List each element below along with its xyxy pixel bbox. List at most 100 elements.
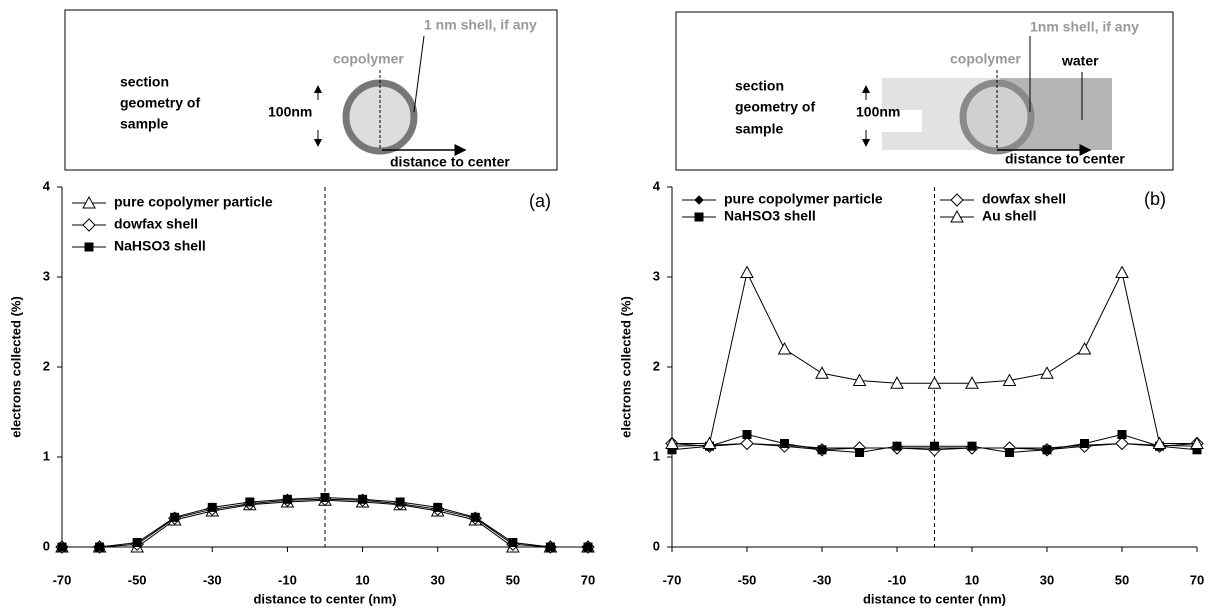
marker	[282, 494, 292, 504]
legend-label: pure copolymer particle	[724, 191, 883, 207]
marker	[967, 441, 977, 451]
marker	[358, 494, 368, 504]
y-tick-label: 0	[43, 538, 50, 553]
marker	[890, 376, 904, 389]
marker	[320, 493, 330, 502]
marker	[1115, 436, 1129, 451]
x-tick-label: 50	[506, 572, 520, 587]
y-axis-title: electrons collected (%)	[618, 296, 633, 438]
marker	[1077, 341, 1092, 355]
marker	[1040, 366, 1054, 379]
marker	[1190, 436, 1204, 449]
marker	[777, 341, 792, 355]
marker	[433, 502, 443, 512]
marker	[1080, 439, 1089, 448]
geometry-label: section	[120, 74, 169, 90]
axis-label: distance to center	[390, 154, 510, 170]
marker	[702, 436, 717, 449]
x-tick-label: -50	[738, 572, 757, 587]
y-tick-label: 4	[43, 178, 51, 193]
panel-label: (a)	[529, 191, 551, 211]
x-tick-label: 10	[355, 572, 369, 587]
marker	[84, 242, 94, 252]
marker	[95, 542, 105, 552]
shell-label: 1 nm shell, if any	[424, 17, 537, 33]
marker	[1005, 448, 1014, 457]
marker	[470, 512, 480, 522]
marker	[1152, 436, 1167, 449]
marker	[852, 373, 867, 386]
x-tick-label: 70	[581, 572, 595, 587]
x-tick-label: -10	[888, 572, 907, 587]
y-tick-label: 3	[43, 268, 50, 283]
medium-label: water	[1061, 53, 1099, 69]
y-tick-label: 4	[653, 178, 661, 193]
marker	[742, 430, 752, 439]
y-tick-label: 1	[43, 448, 50, 463]
y-tick-label: 1	[653, 448, 660, 463]
y-tick-label: 2	[43, 358, 50, 373]
marker	[965, 376, 979, 389]
x-axis-title: distance to center (nm)	[863, 591, 1006, 606]
y-tick-label: 2	[653, 358, 660, 373]
x-tick-label: -70	[663, 572, 682, 587]
marker	[950, 209, 964, 223]
marker	[82, 195, 96, 209]
marker	[740, 436, 754, 451]
marker	[583, 542, 593, 552]
core-label: copolymer	[333, 51, 404, 67]
marker	[395, 497, 405, 507]
legend-label: NaHSO3 shell	[724, 208, 816, 224]
x-tick-label: 50	[1115, 572, 1129, 587]
x-tick-label: -10	[278, 572, 297, 587]
axis-label: distance to center	[1005, 151, 1125, 167]
core-label: copolymer	[950, 51, 1021, 67]
geometry-label: sample	[735, 121, 783, 137]
marker	[1115, 265, 1129, 278]
marker	[892, 441, 902, 451]
geometry-label: geometry of	[120, 95, 200, 111]
x-tick-label: -30	[813, 572, 832, 587]
marker	[245, 497, 255, 507]
legend-label: Au shell	[982, 208, 1036, 224]
marker	[927, 376, 942, 389]
marker	[545, 542, 555, 552]
marker	[1117, 430, 1127, 439]
x-tick-label: 70	[1190, 572, 1204, 587]
y-tick-label: 0	[653, 538, 660, 553]
marker	[694, 195, 704, 205]
marker	[780, 439, 789, 448]
geometry-label: geometry of	[735, 99, 815, 115]
marker	[82, 218, 96, 232]
marker	[694, 212, 704, 222]
size-label: 100nm	[268, 104, 312, 120]
x-tick-label: 30	[430, 572, 444, 587]
legend-label: pure copolymer particle	[114, 194, 273, 210]
marker	[170, 512, 180, 522]
diagram-b: 1nm shell, if any copolymer water sectio…	[675, 11, 1174, 171]
marker	[950, 193, 964, 207]
x-axis-title: distance to center (nm)	[253, 591, 396, 606]
marker	[1042, 445, 1052, 455]
x-tick-label: -70	[53, 572, 72, 587]
geometry-label: sample	[120, 116, 168, 132]
x-tick-label: -50	[128, 572, 147, 587]
size-label: 100nm	[856, 104, 900, 120]
marker	[740, 265, 754, 278]
y-axis-title: electrons collected (%)	[8, 296, 23, 438]
legend-label: dowfax shell	[982, 191, 1066, 207]
shell-label: 1nm shell, if any	[1030, 19, 1139, 35]
marker	[508, 538, 518, 547]
marker	[132, 538, 142, 547]
x-tick-label: 30	[1040, 572, 1054, 587]
x-tick-label: 10	[965, 572, 979, 587]
y-tick-label: 3	[653, 268, 660, 283]
diagram-a: 1 nm shell, if any copolymer section geo…	[64, 9, 558, 171]
legend-label: NaHSO3 shell	[114, 238, 206, 254]
marker	[1002, 373, 1017, 386]
panel-label: (b)	[1144, 189, 1166, 209]
marker	[815, 366, 829, 379]
legend-label: dowfax shell	[114, 216, 198, 232]
marker	[57, 542, 67, 552]
